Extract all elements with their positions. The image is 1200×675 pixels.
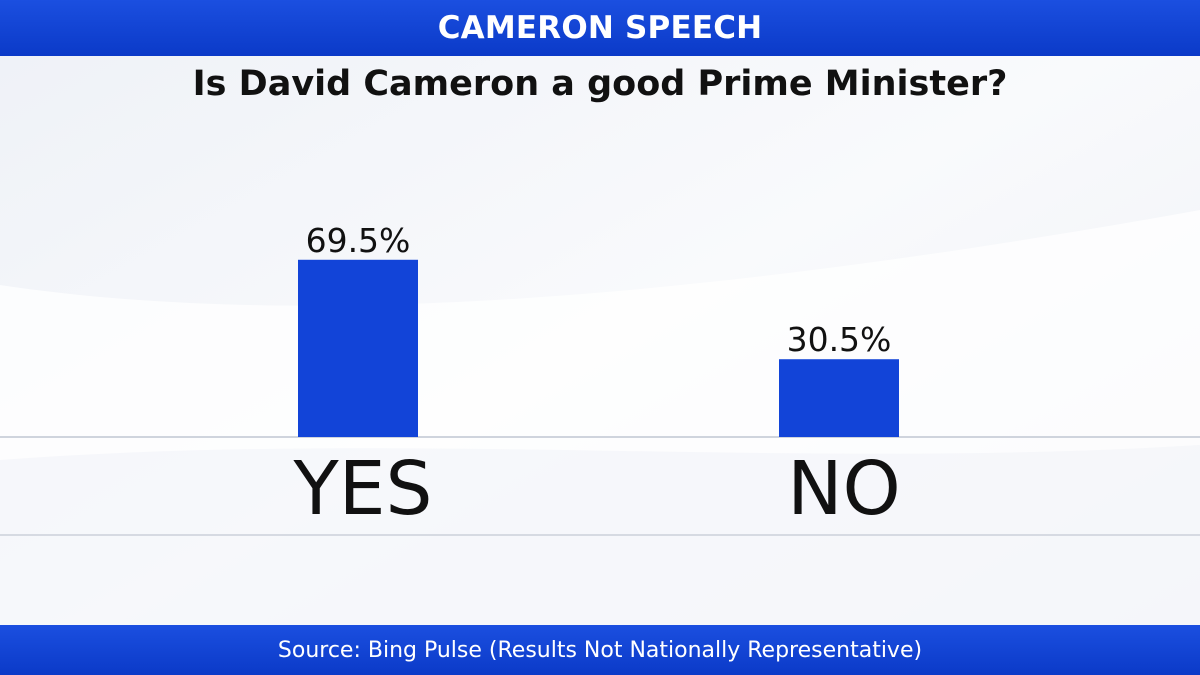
bar-no (779, 359, 899, 437)
bar-yes (298, 259, 418, 437)
header-title: CAMERON SPEECH (437, 10, 763, 46)
category-label-yes: YES (293, 446, 433, 532)
value-label-no: 30.5% (787, 320, 892, 359)
category-label-no: NO (787, 446, 901, 532)
source-note: Source: Bing Pulse (Results Not National… (277, 637, 923, 663)
chart-title: Is David Cameron a good Prime Minister? (192, 64, 1008, 104)
header-bar: CAMERON SPEECH (0, 0, 1200, 56)
footer-bar: Source: Bing Pulse (Results Not National… (0, 625, 1200, 675)
value-label-yes: 69.5% (306, 221, 411, 260)
